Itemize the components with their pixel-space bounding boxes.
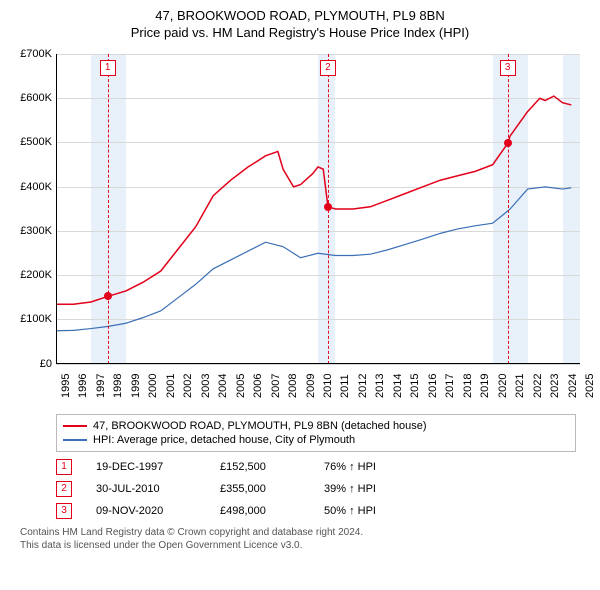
event-row: 1 19-DEC-1997 £152,500 76% ↑ HPI	[56, 456, 576, 478]
x-tick-label: 2021	[514, 373, 524, 397]
x-tick-label: 2004	[217, 373, 227, 397]
x-tick-label: 2022	[532, 373, 542, 397]
x-tick-label: 2024	[567, 373, 577, 397]
footer-line-1: Contains HM Land Registry data © Crown c…	[20, 526, 590, 539]
y-tick-label: £700K	[20, 48, 52, 60]
event-price: £355,000	[220, 483, 300, 495]
event-marker: 1	[100, 60, 116, 76]
x-tick-label: 2011	[339, 374, 349, 398]
event-price: £152,500	[220, 461, 300, 473]
legend-row: HPI: Average price, detached house, City…	[63, 433, 569, 447]
y-tick-label: £500K	[20, 136, 52, 148]
x-tick-label: 2003	[200, 373, 210, 397]
event-marker: 2	[320, 60, 336, 76]
title-block: 47, BROOKWOOD ROAD, PLYMOUTH, PL9 8BN Pr…	[10, 8, 590, 42]
x-tick-label: 2005	[235, 373, 245, 397]
event-marker: 3	[500, 60, 516, 76]
x-tick-label: 2025	[584, 373, 594, 397]
gridline	[56, 364, 580, 365]
y-tick-label: £200K	[20, 269, 52, 281]
x-tick-label: 1998	[112, 373, 122, 397]
chart-area: 1 2 3 £0 £100K £200K £300K £400K £500K £600K £700…	[10, 48, 590, 408]
x-tick-label: 1999	[130, 373, 140, 397]
x-tick-label: 1995	[60, 373, 70, 397]
event-date: 19-DEC-1997	[96, 461, 196, 473]
x-tick-label: 2013	[374, 373, 384, 397]
x-tick-label: 2020	[497, 373, 507, 397]
y-axis-line	[56, 54, 57, 364]
event-row-marker: 1	[56, 459, 72, 475]
x-tick-label: 2009	[305, 373, 315, 397]
x-tick-label: 2018	[462, 373, 472, 397]
footer-line-2: This data is licensed under the Open Gov…	[20, 539, 590, 552]
event-point	[504, 139, 512, 147]
x-tick-label: 2015	[409, 373, 419, 397]
x-tick-label: 2012	[357, 373, 367, 397]
event-row-marker: 2	[56, 481, 72, 497]
y-tick-label: £400K	[20, 181, 52, 193]
x-tick-label: 2010	[322, 373, 332, 397]
footer: Contains HM Land Registry data © Crown c…	[20, 526, 590, 552]
legend-label: HPI: Average price, detached house, City…	[93, 434, 355, 446]
legend-label: 47, BROOKWOOD ROAD, PLYMOUTH, PL9 8BN (d…	[93, 420, 427, 432]
y-tick-label: £600K	[20, 92, 52, 104]
legend-swatch	[63, 439, 87, 441]
x-tick-label: 2019	[479, 373, 489, 397]
x-tick-label: 2007	[270, 373, 280, 397]
series-line	[56, 187, 571, 331]
x-tick-label: 2023	[549, 373, 559, 397]
title-line-2: Price paid vs. HM Land Registry's House …	[10, 25, 590, 42]
event-price: £498,000	[220, 505, 300, 517]
x-tick-label: 2008	[287, 373, 297, 397]
events-table: 1 19-DEC-1997 £152,500 76% ↑ HPI 2 30-JUL-201…	[56, 456, 576, 522]
event-date: 09-NOV-2020	[96, 505, 196, 517]
x-tick-label: 2000	[147, 373, 157, 397]
event-delta: 76% ↑ HPI	[324, 461, 376, 473]
event-point	[104, 292, 112, 300]
legend-row: 47, BROOKWOOD ROAD, PLYMOUTH, PL9 8BN (d…	[63, 419, 569, 433]
y-tick-label: £100K	[20, 313, 52, 325]
event-delta: 39% ↑ HPI	[324, 483, 376, 495]
legend-swatch	[63, 425, 87, 427]
event-row: 2 30-JUL-2010 £355,000 39% ↑ HPI	[56, 478, 576, 500]
x-tick-label: 1996	[77, 373, 87, 397]
chart-container: 47, BROOKWOOD ROAD, PLYMOUTH, PL9 8BN Pr…	[0, 0, 600, 558]
x-tick-label: 2006	[252, 373, 262, 397]
y-tick-label: £300K	[20, 225, 52, 237]
line-layer	[56, 54, 580, 364]
x-tick-label: 2016	[427, 373, 437, 397]
legend: 47, BROOKWOOD ROAD, PLYMOUTH, PL9 8BN (d…	[56, 414, 576, 452]
x-axis-line	[56, 363, 580, 364]
event-vline	[108, 54, 109, 364]
event-delta: 50% ↑ HPI	[324, 505, 376, 517]
event-row: 3 09-NOV-2020 £498,000 50% ↑ HPI	[56, 500, 576, 522]
x-tick-label: 1997	[95, 373, 105, 397]
x-tick-label: 2014	[392, 373, 402, 397]
event-vline	[508, 54, 509, 364]
event-point	[324, 203, 332, 211]
series-line	[56, 96, 571, 304]
event-date: 30-JUL-2010	[96, 483, 196, 495]
event-row-marker: 3	[56, 503, 72, 519]
y-tick-label: £0	[40, 358, 52, 370]
x-tick-label: 2017	[444, 373, 454, 397]
x-tick-label: 2002	[182, 373, 192, 397]
title-line-1: 47, BROOKWOOD ROAD, PLYMOUTH, PL9 8BN	[10, 8, 590, 25]
x-tick-label: 2001	[165, 373, 175, 397]
plot: 1 2 3	[56, 54, 580, 364]
